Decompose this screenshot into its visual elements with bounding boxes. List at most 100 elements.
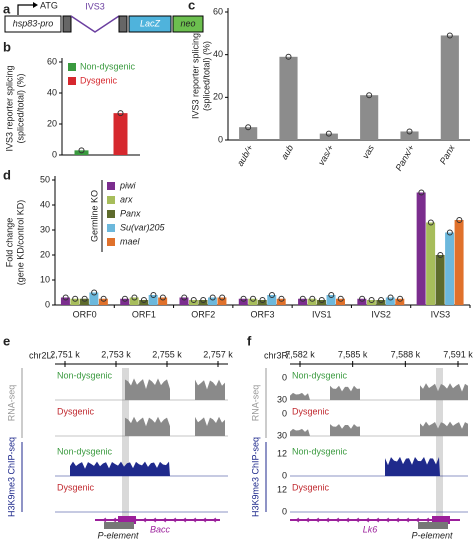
group-label: RNA-seq	[6, 385, 16, 422]
coord-label: 7,591 k	[443, 349, 473, 359]
bar	[238, 298, 248, 305]
bar	[445, 232, 455, 305]
strand-arrow	[162, 517, 167, 523]
scale-label: 30	[277, 394, 287, 404]
x-tick-label: ORF1	[132, 309, 156, 319]
data-point	[437, 252, 444, 258]
bar	[79, 298, 89, 305]
y-tick-label: 0	[45, 299, 50, 309]
chrom-label: chr2L:	[29, 350, 54, 360]
coord-label: 2,753 k	[101, 349, 131, 359]
strand-arrow	[305, 517, 310, 523]
strand-arrow	[182, 517, 187, 523]
bar	[395, 298, 405, 305]
scale-label: 0	[282, 372, 287, 382]
x-tick-label: ORF0	[73, 309, 97, 319]
data-point	[209, 294, 216, 301]
panel-label: e	[3, 333, 10, 348]
bar	[319, 133, 338, 140]
coord-label: 2,757 k	[203, 349, 233, 359]
strand-arrow	[405, 517, 410, 523]
coverage	[290, 392, 310, 400]
bar	[248, 298, 258, 305]
data-point	[78, 147, 85, 154]
marker-label: neo	[180, 18, 195, 28]
legend-swatch	[107, 224, 115, 232]
data-point	[418, 189, 425, 196]
y-axis-label: IVS3 reporter splicing	[4, 65, 14, 151]
data-point	[181, 294, 188, 301]
panel-label: b	[3, 39, 11, 54]
data-point	[318, 297, 325, 303]
coverage	[420, 421, 468, 436]
sample-label: Dysgenic	[292, 482, 330, 492]
element-box	[104, 522, 134, 529]
marker-box	[172, 15, 204, 33]
coverage	[195, 379, 225, 400]
x-tick-label: IVS3	[431, 309, 451, 319]
y-axis-label: (spliced/total) (%)	[15, 73, 25, 143]
scale-label: 12	[277, 448, 287, 458]
data-point	[100, 295, 107, 302]
y-tick-label: 0	[52, 149, 57, 159]
data-point	[117, 110, 124, 117]
data-point	[285, 53, 292, 60]
start-label: ATG	[40, 0, 58, 10]
strand-arrow	[202, 517, 207, 523]
y-tick-label: 40	[47, 87, 57, 97]
x-tick-label: vas/+	[316, 143, 336, 167]
data-point	[446, 229, 453, 236]
promoter-label: hsp83-pro	[13, 18, 54, 28]
y-tick-label: 30	[40, 224, 50, 234]
x-tick-label: Panx	[438, 143, 457, 166]
legend-swatch	[107, 238, 115, 246]
y-tick-label: 0	[218, 134, 223, 144]
bar	[435, 255, 445, 305]
scale-label: 0	[282, 470, 287, 480]
strand-arrow	[102, 517, 107, 523]
x-tick-label: aub/+	[235, 143, 255, 168]
legend-swatch	[107, 182, 115, 190]
panel-label: d	[3, 167, 11, 182]
reporter-box	[128, 15, 172, 33]
scale-label: 30	[277, 430, 287, 440]
strand-arrow	[335, 517, 340, 523]
data-point	[200, 297, 207, 303]
coord-label: 2,751 k	[50, 349, 80, 359]
x-tick-label: vas	[360, 143, 376, 161]
highlight	[436, 368, 443, 518]
legend-swatch	[68, 63, 76, 71]
tss-arrow	[17, 4, 33, 15]
strand-arrow	[355, 517, 360, 523]
sample-label: Non-dysgenic	[292, 446, 348, 456]
y-tick-label: 60	[213, 6, 223, 16]
bar	[357, 298, 367, 305]
strand-arrow	[375, 517, 380, 523]
scale-label: 0	[282, 506, 287, 516]
data-point	[359, 295, 366, 302]
data-point	[278, 295, 285, 302]
bar	[360, 95, 379, 140]
intron	[70, 15, 120, 33]
group-label: H3K9me3 ChIP-seq	[250, 437, 260, 517]
group-label: RNA-seq	[250, 385, 260, 422]
scale-label: 0	[282, 408, 287, 418]
bar	[400, 131, 419, 140]
data-point	[309, 295, 316, 302]
legend-swatch	[68, 77, 76, 85]
strand-arrow	[152, 517, 157, 523]
legend-label: Su(var)205	[120, 222, 166, 232]
gene-label: Lk6	[363, 524, 378, 534]
x-tick-label: aub	[279, 143, 295, 161]
bar	[454, 220, 464, 305]
chrom-label: chr3R:	[264, 350, 291, 360]
strand-arrow	[142, 517, 147, 523]
data-point	[337, 295, 344, 302]
bar	[217, 297, 227, 305]
strand-arrow	[315, 517, 320, 523]
coord-label: 7,588 k	[391, 349, 421, 359]
legend-title: Germline KO	[89, 190, 99, 242]
highlight	[122, 368, 129, 518]
data-point	[131, 294, 138, 301]
